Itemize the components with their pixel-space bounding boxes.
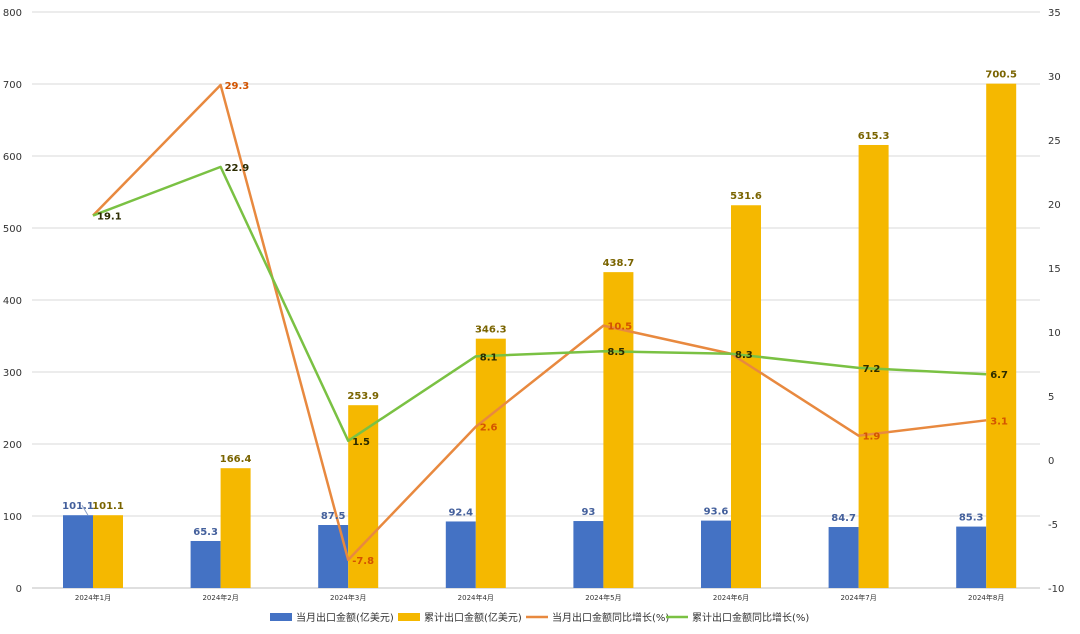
bar-data-label: 700.5 [985, 70, 1017, 81]
bar-data-label: 253.9 [347, 391, 379, 402]
left-tick-label: 0 [16, 584, 22, 595]
legend: 当月出口金额(亿美元) 累计出口金额(亿美元) 当月出口金额同比增长(%) 累计出口金… [270, 611, 809, 624]
bar-data-label: 84.7 [831, 513, 856, 524]
category-label: 2024年3月 [330, 593, 366, 602]
category-label: 2024年8月 [968, 593, 1004, 602]
legend-label: 累计出口金额同比增长(%) [692, 611, 809, 624]
bar [858, 144, 889, 588]
right-tick-label: 15 [1048, 264, 1061, 275]
category-label: 2024年1月 [75, 593, 111, 602]
category-axis: 2024年1月 2024年2月 2024年3月 2024年4月 2024年5月 2024年… [75, 593, 1004, 602]
right-tick-label: 10 [1048, 328, 1061, 339]
right-tick-label: -5 [1048, 520, 1058, 531]
bar [220, 468, 251, 588]
line-series [92, 83, 987, 562]
right-y-axis: -10 -5 0 5 10 15 20 25 30 35 [1048, 8, 1064, 595]
category-label: 2024年4月 [458, 593, 494, 602]
series-line [92, 83, 987, 562]
line-data-label: 6.7 [990, 370, 1008, 381]
left-y-axis: 0 100 200 300 400 500 600 700 800 [3, 8, 22, 595]
left-tick-label: 400 [3, 296, 22, 307]
line-data-label: 22.9 [225, 163, 250, 174]
bar [986, 83, 1017, 588]
bar-data-label: 93.6 [704, 507, 729, 518]
bar-data-label: 438.7 [603, 258, 635, 269]
line-data-label: 10.5 [607, 322, 632, 333]
bar [445, 521, 476, 588]
line-data-label: 8.5 [607, 347, 625, 358]
legend-label: 当月出口金额同比增长(%) [552, 611, 669, 624]
legend-swatch [270, 613, 292, 621]
left-tick-label: 600 [3, 152, 22, 163]
left-tick-label: 200 [3, 440, 22, 451]
bar [573, 521, 604, 588]
line-data-label: 1.5 [352, 437, 370, 448]
line-data-label: 7.2 [863, 364, 881, 375]
left-tick-label: 300 [3, 368, 22, 379]
left-tick-label: 800 [3, 8, 22, 19]
bar [318, 525, 349, 588]
bar-data-label: 166.4 [220, 454, 252, 465]
line-data-label: 3.1 [990, 416, 1008, 427]
bar-data-label: 101.1 [92, 501, 124, 512]
right-tick-label: 30 [1048, 72, 1061, 83]
legend-label: 累计出口金额(亿美元) [424, 611, 522, 624]
bar-data-label: 87.5 [321, 511, 346, 522]
series-line [92, 165, 987, 443]
bar-data-label: 93 [581, 507, 595, 518]
bar-series [63, 83, 1017, 589]
bar-data-label: 85.3 [959, 513, 984, 524]
right-tick-label: 20 [1048, 200, 1061, 211]
gridlines [32, 11, 1040, 589]
bar-data-label: 346.3 [475, 325, 507, 336]
bar [603, 272, 634, 588]
legend-swatch [398, 613, 420, 621]
label-leader-line [81, 504, 89, 516]
line-data-label: 8.3 [735, 350, 753, 361]
bar [63, 515, 93, 588]
right-tick-label: 0 [1048, 456, 1054, 467]
category-label: 2024年2月 [202, 593, 238, 602]
bar [93, 515, 123, 588]
category-label: 2024年5月 [585, 593, 621, 602]
bar [348, 405, 379, 588]
bar-data-label: 101.1 [62, 501, 94, 512]
bar-data-label: 531.6 [730, 191, 762, 202]
bar [190, 540, 221, 588]
legend-label: 当月出口金额(亿美元) [296, 611, 394, 624]
bar [956, 526, 987, 588]
line-data-label: -7.8 [352, 556, 374, 567]
bar-data-label: 615.3 [858, 131, 890, 142]
left-tick-label: 100 [3, 512, 22, 523]
bar [828, 527, 859, 588]
left-tick-label: 500 [3, 224, 22, 235]
bar-data-label: 65.3 [193, 527, 218, 538]
line-data-label: 2.6 [480, 423, 498, 434]
line-data-label: 29.3 [225, 81, 250, 92]
line-data-label: 19.1 [97, 212, 122, 223]
bar [475, 338, 506, 588]
category-label: 2024年7月 [840, 593, 876, 602]
right-tick-label: 35 [1048, 8, 1061, 19]
bar [731, 205, 761, 589]
right-tick-label: 25 [1048, 136, 1061, 147]
bar [701, 520, 731, 588]
line-data-label: 8.1 [480, 352, 498, 363]
category-label: 2024年6月 [713, 593, 749, 602]
left-tick-label: 700 [3, 80, 22, 91]
bar-data-label: 92.4 [448, 507, 473, 518]
data-labels: 101.1 65.3 87.5 92.4 93 93.6 84.7 85.3 101.1 166.… [62, 70, 1017, 567]
line-data-label: 1.9 [863, 432, 881, 443]
right-tick-label: 5 [1048, 392, 1054, 403]
right-tick-label: -10 [1048, 584, 1064, 595]
